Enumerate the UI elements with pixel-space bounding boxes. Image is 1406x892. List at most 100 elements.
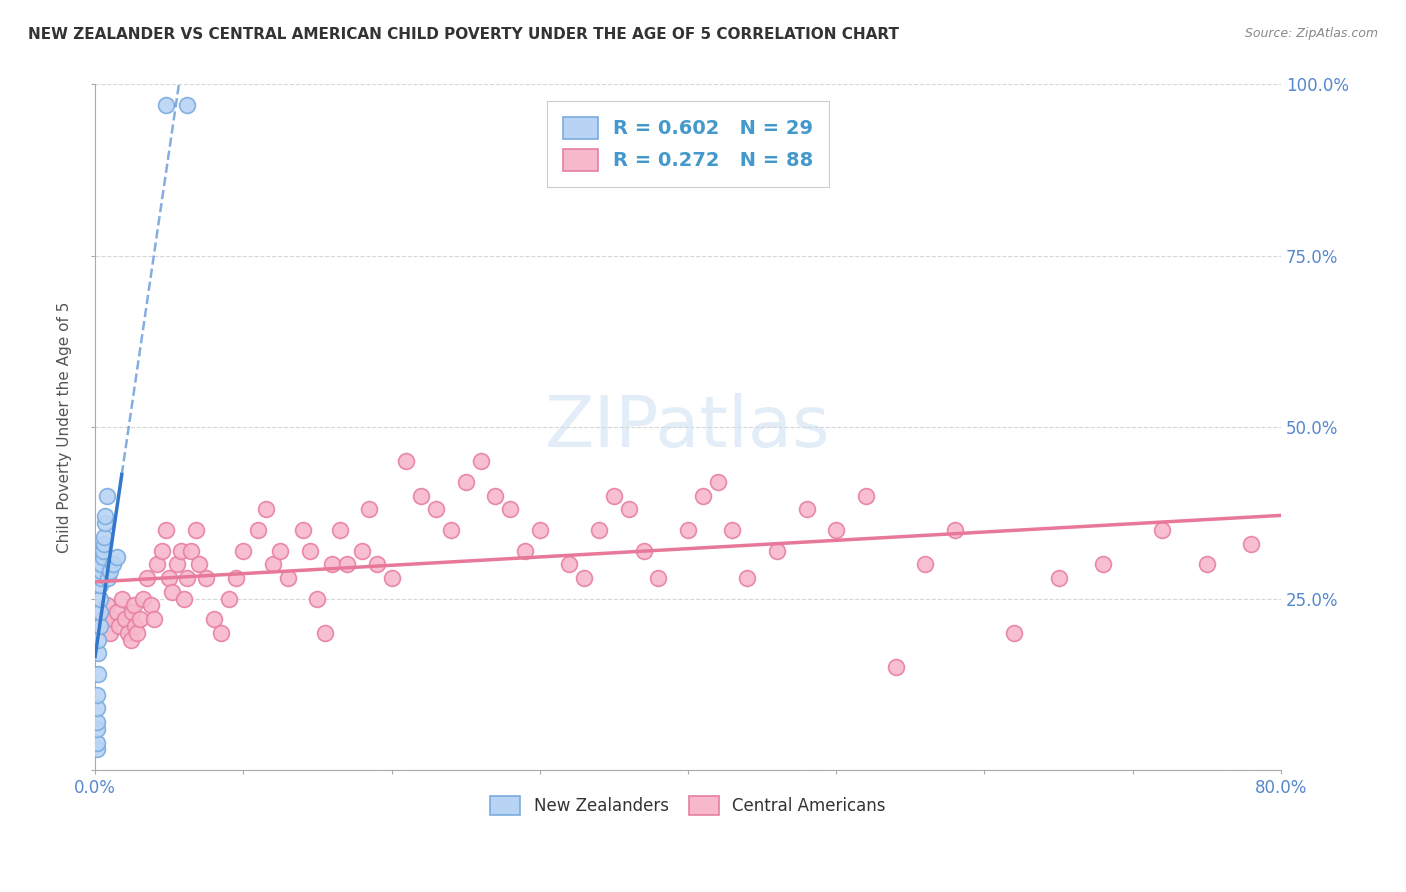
Point: [499, 502, 522, 516]
Point: [150, 543, 173, 558]
Point: [380, 571, 402, 585]
Point: [105, 605, 128, 619]
Point: [187, 558, 209, 572]
Point: [359, 502, 381, 516]
Point: [111, 591, 134, 606]
Point: [87, 667, 110, 681]
Point: [254, 502, 277, 516]
Point: [617, 502, 640, 516]
Point: [676, 523, 699, 537]
Point: [262, 558, 284, 572]
Point: [131, 591, 153, 606]
Point: [1152, 523, 1174, 537]
Point: [146, 558, 169, 572]
Point: [157, 571, 180, 585]
Point: [120, 632, 142, 647]
Point: [314, 626, 336, 640]
Point: [86, 742, 108, 756]
Point: [366, 558, 388, 572]
Point: [96, 599, 118, 613]
Point: [440, 523, 463, 537]
Point: [94, 516, 117, 531]
Point: [721, 523, 744, 537]
Point: [855, 489, 877, 503]
Point: [91, 550, 114, 565]
Point: [411, 489, 433, 503]
Text: ZIPatlas: ZIPatlas: [546, 392, 831, 462]
Point: [128, 612, 150, 626]
Point: [89, 605, 111, 619]
Point: [766, 543, 789, 558]
Point: [1002, 626, 1025, 640]
Point: [87, 647, 110, 661]
Point: [86, 688, 108, 702]
Legend: New Zealanders, Central Americans: New Zealanders, Central Americans: [482, 788, 894, 823]
Point: [1240, 537, 1263, 551]
Point: [329, 523, 352, 537]
Point: [141, 599, 163, 613]
Point: [247, 523, 270, 537]
Point: [195, 571, 218, 585]
Point: [160, 584, 183, 599]
Text: NEW ZEALANDER VS CENTRAL AMERICAN CHILD POVERTY UNDER THE AGE OF 5 CORRELATION C: NEW ZEALANDER VS CENTRAL AMERICAN CHILD …: [28, 27, 898, 42]
Point: [269, 543, 291, 558]
Point: [574, 571, 596, 585]
Point: [180, 543, 202, 558]
Point: [425, 502, 447, 516]
Point: [89, 619, 111, 633]
Point: [588, 523, 610, 537]
Point: [914, 558, 936, 572]
Point: [170, 543, 193, 558]
Point: [454, 475, 477, 489]
Point: [101, 558, 124, 572]
Point: [136, 571, 159, 585]
Point: [218, 591, 240, 606]
Point: [633, 543, 655, 558]
Point: [105, 550, 128, 565]
Point: [143, 612, 166, 626]
Point: [94, 509, 117, 524]
Point: [299, 543, 322, 558]
Point: [558, 558, 581, 572]
Point: [1195, 558, 1218, 572]
Point: [277, 571, 299, 585]
Point: [1092, 558, 1115, 572]
Point: [173, 591, 195, 606]
Point: [90, 564, 112, 578]
Point: [350, 543, 373, 558]
Point: [98, 626, 121, 640]
Point: [209, 626, 232, 640]
Point: [89, 578, 111, 592]
Point: [184, 523, 207, 537]
Point: [90, 571, 112, 585]
Point: [603, 489, 626, 503]
Point: [93, 537, 115, 551]
Point: [291, 523, 314, 537]
Point: [166, 558, 188, 572]
Point: [86, 701, 108, 715]
Point: [124, 619, 146, 633]
Point: [90, 558, 112, 572]
Point: [825, 523, 848, 537]
Point: [484, 489, 506, 503]
Point: [176, 571, 198, 585]
Point: [96, 489, 118, 503]
Point: [1047, 571, 1070, 585]
Point: [86, 735, 108, 749]
Point: [796, 502, 818, 516]
Point: [395, 454, 418, 468]
Point: [321, 558, 343, 572]
Point: [647, 571, 669, 585]
Point: [89, 591, 111, 606]
Text: Source: ZipAtlas.com: Source: ZipAtlas.com: [1244, 27, 1378, 40]
Point: [155, 523, 177, 537]
Y-axis label: Child Poverty Under the Age of 5: Child Poverty Under the Age of 5: [58, 301, 72, 553]
Point: [513, 543, 536, 558]
Point: [692, 489, 714, 503]
Point: [121, 605, 143, 619]
Point: [91, 543, 114, 558]
Point: [91, 612, 114, 626]
Point: [202, 612, 225, 626]
Point: [943, 523, 966, 537]
Point: [114, 612, 136, 626]
